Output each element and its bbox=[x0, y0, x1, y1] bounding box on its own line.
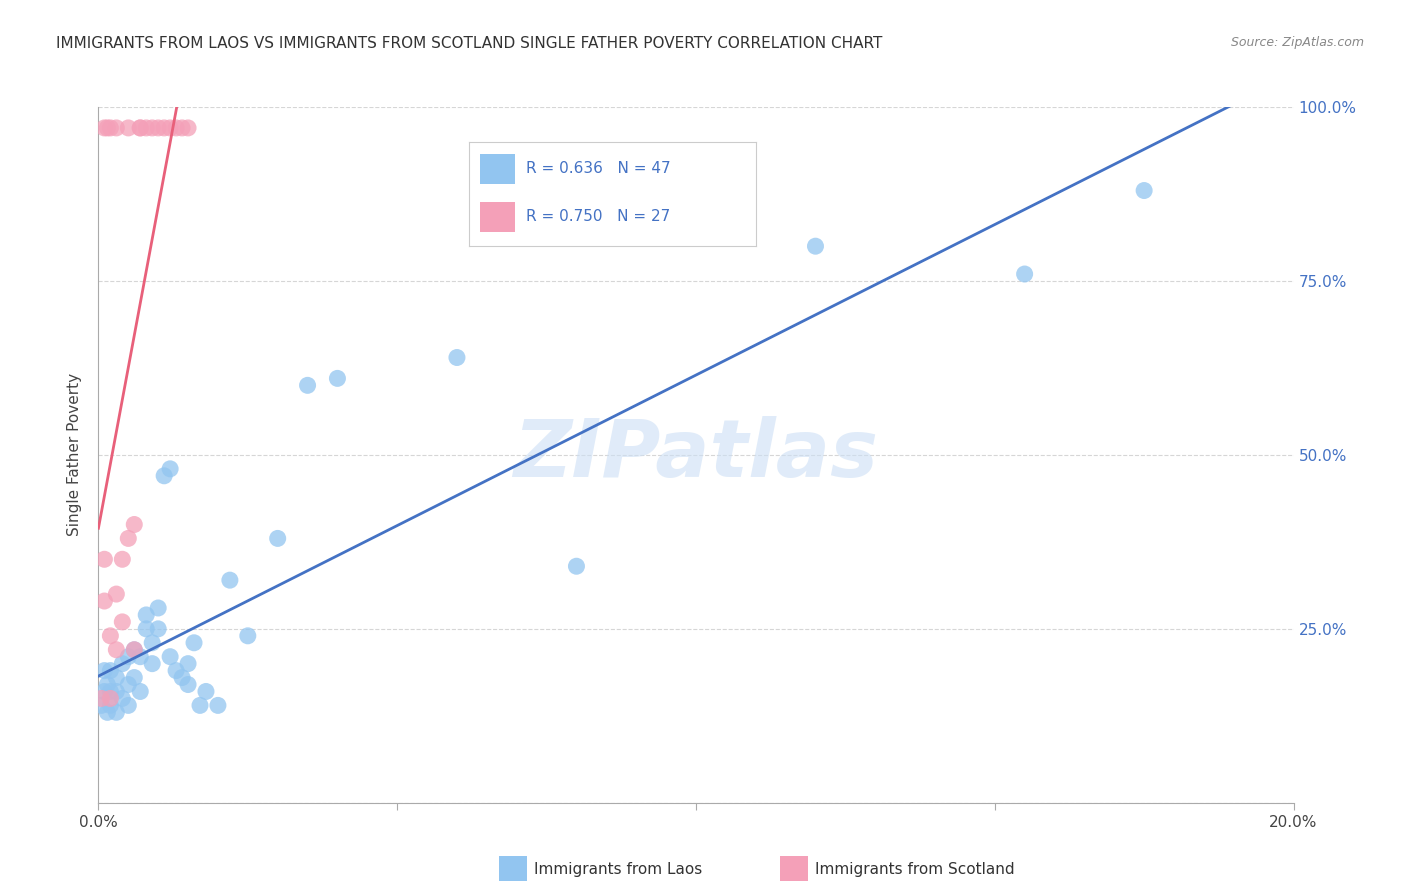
Immigrants from Laos bbox=[297, 378, 319, 392]
Immigrants from Laos bbox=[135, 622, 157, 636]
Immigrants from Laos bbox=[141, 636, 163, 650]
Immigrants from Scotland bbox=[148, 120, 170, 135]
Immigrants from Laos bbox=[172, 671, 194, 685]
Immigrants from Laos bbox=[98, 684, 122, 698]
Immigrants from Scotland bbox=[129, 120, 152, 135]
Immigrants from Laos bbox=[565, 559, 588, 574]
Immigrants from Laos bbox=[96, 706, 118, 720]
Immigrants from Scotland bbox=[117, 120, 139, 135]
Immigrants from Laos bbox=[188, 698, 211, 713]
Immigrants from Laos bbox=[93, 664, 115, 678]
Immigrants from Scotland bbox=[93, 594, 115, 608]
Immigrants from Scotland bbox=[124, 517, 146, 532]
Immigrants from Laos bbox=[117, 677, 139, 691]
Immigrants from Laos bbox=[326, 371, 349, 385]
Immigrants from Scotland bbox=[98, 629, 122, 643]
Immigrants from Laos bbox=[177, 677, 200, 691]
Immigrants from Scotland bbox=[93, 120, 115, 135]
Immigrants from Scotland bbox=[98, 691, 122, 706]
Immigrants from Laos bbox=[446, 351, 468, 365]
Immigrants from Laos bbox=[159, 649, 181, 664]
Immigrants from Scotland bbox=[141, 120, 163, 135]
Immigrants from Laos bbox=[183, 636, 205, 650]
Immigrants from Scotland bbox=[98, 120, 122, 135]
Immigrants from Scotland bbox=[111, 552, 134, 566]
Immigrants from Laos bbox=[219, 573, 242, 587]
Text: IMMIGRANTS FROM LAOS VS IMMIGRANTS FROM SCOTLAND SINGLE FATHER POVERTY CORRELATI: IMMIGRANTS FROM LAOS VS IMMIGRANTS FROM … bbox=[56, 36, 883, 51]
Text: Source: ZipAtlas.com: Source: ZipAtlas.com bbox=[1230, 36, 1364, 49]
Immigrants from Scotland bbox=[105, 120, 128, 135]
Immigrants from Laos bbox=[153, 468, 176, 483]
Immigrants from Scotland bbox=[111, 615, 134, 629]
Immigrants from Laos bbox=[98, 664, 122, 678]
Immigrants from Scotland bbox=[105, 587, 128, 601]
Immigrants from Laos bbox=[267, 532, 290, 546]
Immigrants from Scotland bbox=[177, 120, 200, 135]
Text: Immigrants from Laos: Immigrants from Laos bbox=[534, 863, 703, 877]
Immigrants from Laos bbox=[105, 684, 128, 698]
Immigrants from Scotland bbox=[135, 120, 157, 135]
Immigrants from Laos bbox=[1014, 267, 1036, 281]
Immigrants from Laos bbox=[135, 607, 157, 622]
Immigrants from Laos bbox=[177, 657, 200, 671]
Immigrants from Scotland bbox=[172, 120, 194, 135]
Immigrants from Laos bbox=[93, 684, 115, 698]
Immigrants from Laos bbox=[111, 691, 134, 706]
Immigrants from Laos bbox=[105, 706, 128, 720]
Immigrants from Laos bbox=[804, 239, 827, 253]
Immigrants from Scotland bbox=[159, 120, 181, 135]
Immigrants from Laos bbox=[195, 684, 218, 698]
Immigrants from Scotland bbox=[124, 642, 146, 657]
Immigrants from Scotland bbox=[165, 120, 187, 135]
Immigrants from Laos bbox=[159, 462, 181, 476]
Immigrants from Laos bbox=[117, 649, 139, 664]
Immigrants from Laos bbox=[148, 622, 170, 636]
Immigrants from Laos bbox=[105, 671, 128, 685]
Immigrants from Laos bbox=[129, 649, 152, 664]
Immigrants from Scotland bbox=[117, 532, 139, 546]
Immigrants from Laos bbox=[117, 698, 139, 713]
Immigrants from Laos bbox=[148, 601, 170, 615]
Immigrants from Scotland bbox=[129, 120, 152, 135]
Immigrants from Laos bbox=[96, 677, 118, 691]
Immigrants from Laos bbox=[111, 657, 134, 671]
Immigrants from Laos bbox=[1133, 184, 1156, 198]
Text: Immigrants from Scotland: Immigrants from Scotland bbox=[815, 863, 1015, 877]
Text: ZIPatlas: ZIPatlas bbox=[513, 416, 879, 494]
Y-axis label: Single Father Poverty: Single Father Poverty bbox=[67, 374, 83, 536]
Immigrants from Laos bbox=[236, 629, 259, 643]
Immigrants from Scotland bbox=[105, 642, 128, 657]
Immigrants from Laos bbox=[124, 671, 146, 685]
Immigrants from Laos bbox=[90, 698, 112, 713]
Immigrants from Scotland bbox=[96, 120, 118, 135]
Immigrants from Scotland bbox=[93, 552, 115, 566]
Immigrants from Laos bbox=[129, 684, 152, 698]
Immigrants from Laos bbox=[165, 664, 187, 678]
Immigrants from Laos bbox=[124, 642, 146, 657]
Immigrants from Laos bbox=[141, 657, 163, 671]
Immigrants from Scotland bbox=[153, 120, 176, 135]
Immigrants from Scotland bbox=[90, 691, 112, 706]
Immigrants from Laos bbox=[98, 698, 122, 713]
Immigrants from Laos bbox=[207, 698, 229, 713]
